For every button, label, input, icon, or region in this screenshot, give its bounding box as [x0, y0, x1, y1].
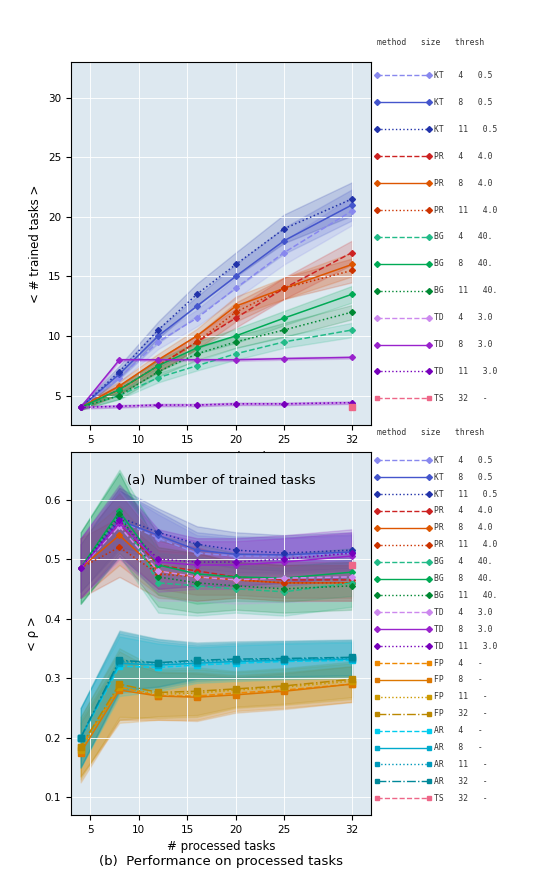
Text: AR   8   -: AR 8 -	[434, 743, 483, 752]
Text: method   size   thresh: method size thresh	[377, 38, 484, 48]
Text: TD   4   3.0: TD 4 3.0	[434, 313, 492, 323]
Text: (b)  Performance on processed tasks: (b) Performance on processed tasks	[99, 855, 343, 868]
Text: PR   11   4.0: PR 11 4.0	[434, 206, 497, 214]
Y-axis label: < # trained tasks >: < # trained tasks >	[29, 184, 43, 303]
Text: BG   4   40.: BG 4 40.	[434, 557, 492, 566]
Text: KT   11   0.5: KT 11 0.5	[434, 490, 497, 499]
Text: KT   8   0.5: KT 8 0.5	[434, 473, 492, 482]
Text: AR   32   -: AR 32 -	[434, 777, 488, 786]
Text: TS   32   -: TS 32 -	[434, 394, 488, 403]
Text: BG   8   40.: BG 8 40.	[434, 574, 492, 583]
Text: PR   8   4.0: PR 8 4.0	[434, 179, 492, 188]
Text: AR   11   -: AR 11 -	[434, 760, 488, 769]
Text: TD   8   3.0: TD 8 3.0	[434, 340, 492, 349]
Text: KT   11   0.5: KT 11 0.5	[434, 125, 497, 134]
Text: AR   4   -: AR 4 -	[434, 727, 483, 735]
Text: FP   11   -: FP 11 -	[434, 692, 488, 702]
Text: FP   32   -: FP 32 -	[434, 710, 488, 719]
Text: PR   4   4.0: PR 4 4.0	[434, 152, 492, 160]
Text: TS   32   -: TS 32 -	[434, 794, 488, 803]
Text: TD   11   3.0: TD 11 3.0	[434, 641, 497, 650]
Text: TD   11   3.0: TD 11 3.0	[434, 367, 497, 376]
Text: (a)  Number of trained tasks: (a) Number of trained tasks	[127, 474, 316, 487]
Text: PR   11   4.0: PR 11 4.0	[434, 540, 497, 549]
Text: BG   11   40.: BG 11 40.	[434, 286, 497, 295]
X-axis label: # processed tasks: # processed tasks	[167, 841, 275, 853]
Text: KT   4   0.5: KT 4 0.5	[434, 455, 492, 465]
Text: BG   8   40.: BG 8 40.	[434, 260, 492, 268]
Text: FP   4   -: FP 4 -	[434, 658, 483, 667]
Text: method   size   thresh: method size thresh	[377, 428, 484, 438]
Y-axis label: < ρ >: < ρ >	[26, 616, 39, 651]
Text: BG   11   40.: BG 11 40.	[434, 591, 497, 600]
Text: KT   4   0.5: KT 4 0.5	[434, 71, 492, 80]
Text: BG   4   40.: BG 4 40.	[434, 232, 492, 241]
Text: PR   8   4.0: PR 8 4.0	[434, 524, 492, 532]
Text: TD   4   3.0: TD 4 3.0	[434, 608, 492, 617]
X-axis label: # processed tasks: # processed tasks	[167, 451, 275, 463]
Text: FP   8   -: FP 8 -	[434, 675, 483, 685]
Text: PR   4   4.0: PR 4 4.0	[434, 507, 492, 516]
Text: KT   8   0.5: KT 8 0.5	[434, 97, 492, 107]
Text: TD   8   3.0: TD 8 3.0	[434, 625, 492, 633]
